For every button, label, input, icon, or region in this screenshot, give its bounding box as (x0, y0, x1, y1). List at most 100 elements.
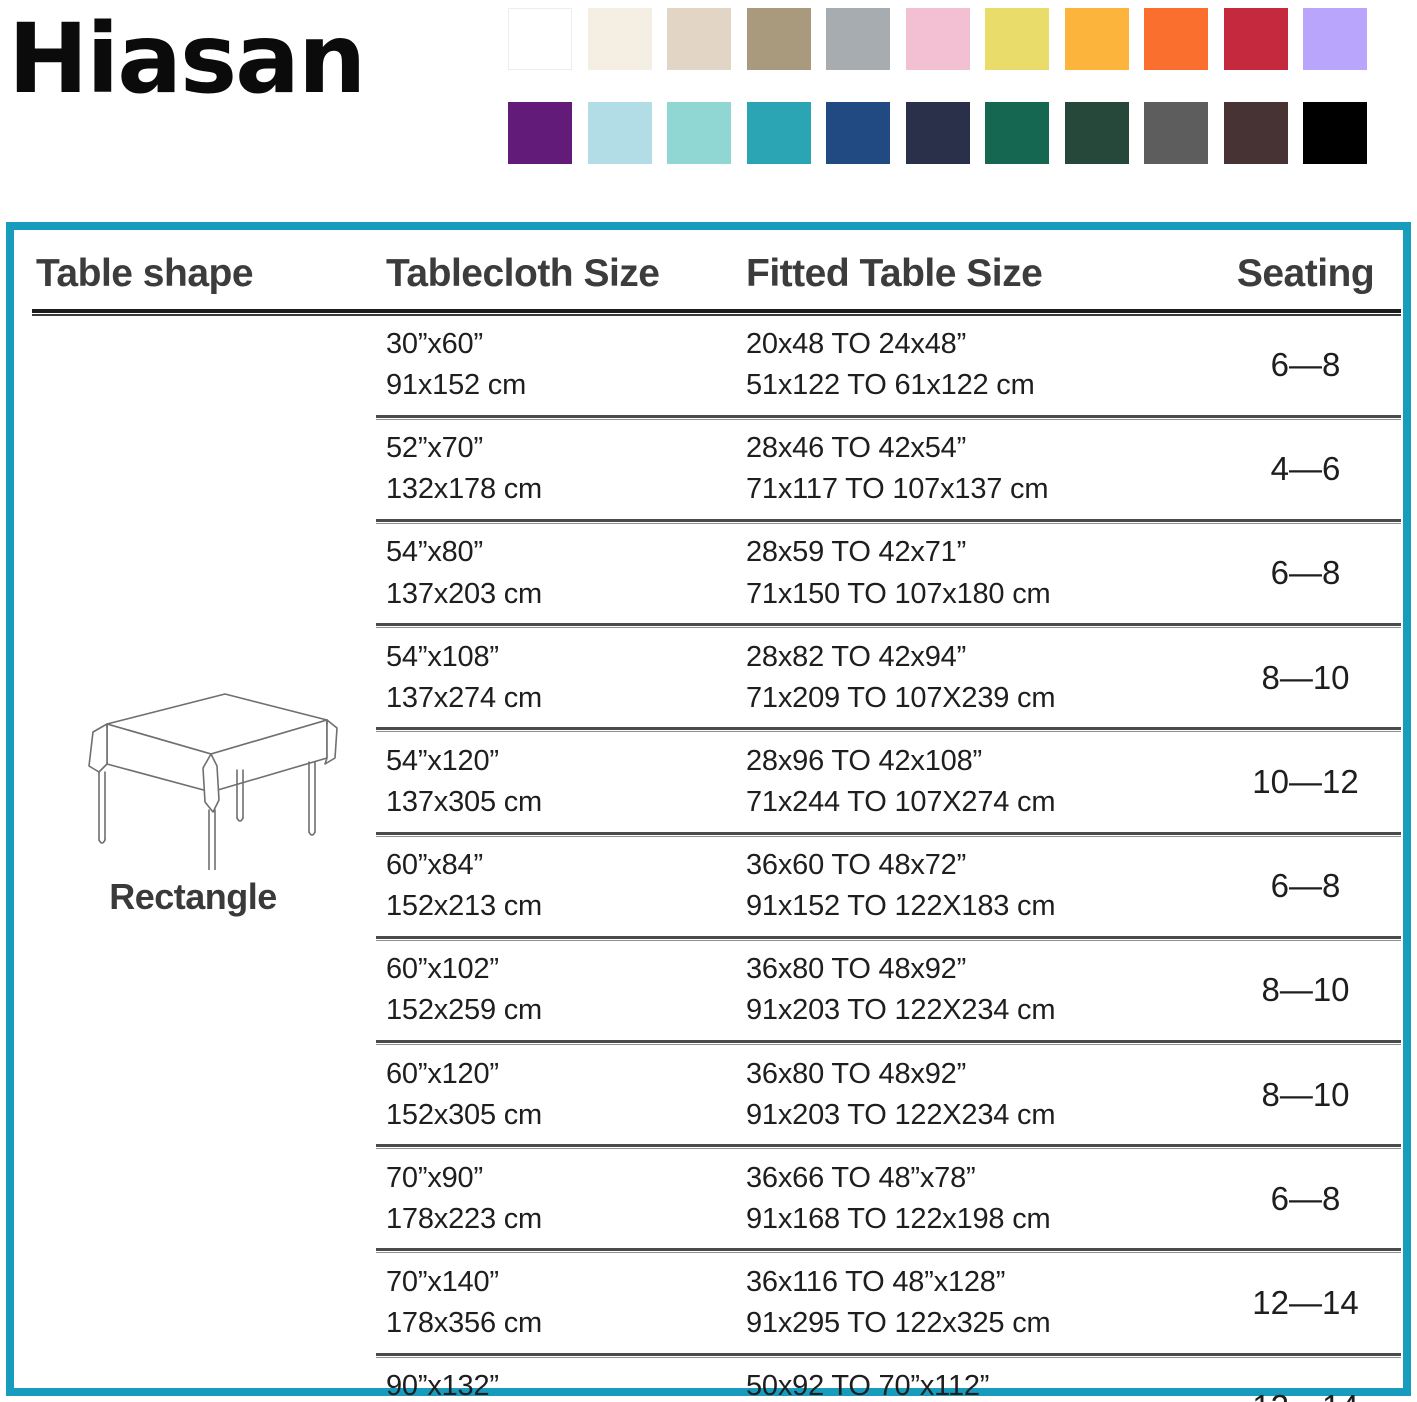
column-header-fitted-size: Fitted Table Size (746, 252, 1043, 295)
color-swatch-emerald[interactable] (985, 102, 1049, 164)
cell-tablecloth-size-inches: 60”x102” (386, 953, 499, 986)
color-swatch-forest-green[interactable] (1064, 102, 1129, 164)
color-swatch-red[interactable] (1223, 8, 1288, 70)
cell-fitted-table-size-inches: 28x46 TO 42x54” (746, 432, 967, 465)
cell-fitted-table-size-cm: 91x168 TO 122x198 cm (746, 1202, 1051, 1235)
color-swatch-lavender[interactable] (1303, 8, 1367, 70)
cell-tablecloth-size-cm: 152x259 cm (386, 994, 542, 1027)
cell-seating: 12—14 (1252, 1283, 1359, 1321)
row-divider-line (376, 623, 1401, 629)
row-divider (14, 1039, 1403, 1047)
color-swatch-teal[interactable] (746, 102, 811, 164)
cell-seating: 8—10 (1261, 658, 1350, 696)
cell-tablecloth-size-inches: 54”x108” (386, 640, 499, 673)
column-header-table-shape: Table shape (36, 252, 254, 295)
column-header-tablecloth-size: Tablecloth Size (386, 252, 660, 295)
row-divider (14, 934, 1403, 942)
color-swatch-grid (508, 8, 1383, 164)
color-swatch-purple[interactable] (508, 102, 572, 164)
color-swatch-gray[interactable] (826, 8, 890, 70)
cell-tablecloth-size-inches: 52”x70” (386, 432, 483, 465)
table-row: 54”x120” 137x305 cm 28x96 TO 42x108” 71x244… (14, 734, 1403, 830)
row-divider-line (376, 518, 1401, 524)
cell-seating: 6—8 (1270, 1179, 1341, 1217)
color-swatch-dark-gray[interactable] (1144, 102, 1208, 164)
cell-tablecloth-size: 30”x60” 91x152 cm (376, 317, 738, 413)
table-row: 30”x60” 91x152 cm 20x48 TO 24x48” 51x122 TO… (14, 317, 1403, 413)
cell-fitted-table-size: 50x92 TO 70”x112”91x244 TO 122x274 cm (738, 1359, 1208, 1402)
table-row: 54”x108” 137x274 cm 28x82 TO 42x94” 71x209 … (14, 630, 1403, 726)
row-divider-spacer (14, 622, 376, 630)
table-header: Table shape Tablecloth Size Fitted Table… (14, 230, 1403, 317)
cell-fitted-table-size-inches: 36x116 TO 48”x128” (746, 1265, 1006, 1298)
color-swatch-dark-brown[interactable] (1223, 102, 1288, 164)
cell-tablecloth-size: 54”x120” 137x305 cm (376, 734, 738, 830)
cell-seating: 12—14 (1208, 1359, 1403, 1402)
row-divider-line (376, 831, 1401, 837)
color-swatch-navy-blue[interactable] (826, 102, 890, 164)
row-divider (14, 1143, 1403, 1151)
cell-tablecloth-size: 60”x102” 152x259 cm (376, 942, 738, 1038)
cell-seating: 4—6 (1270, 450, 1341, 488)
cell-tablecloth-size-inches: 60”x120” (386, 1057, 499, 1090)
row-divider (14, 622, 1403, 630)
cell-fitted-table-size: 28x59 TO 42x71” 71x150 TO 107x180 cm (738, 525, 1208, 621)
cell-tablecloth-size-cm: 137x274 cm (386, 681, 542, 714)
cell-table-shape (14, 317, 376, 413)
color-swatch-aqua[interactable] (667, 102, 731, 164)
color-swatch-white[interactable] (508, 8, 572, 70)
color-swatch-taupe[interactable] (746, 8, 811, 70)
cell-fitted-table-size: 28x46 TO 42x54” 71x117 TO 107x137 cm (738, 421, 1208, 517)
cell-tablecloth-size-cm: 137x305 cm (386, 785, 542, 818)
cell-tablecloth-size: 70”x90” 178x223 cm (376, 1151, 738, 1247)
table-row: 60”x84” 152x213 cm 36x60 TO 48x72” 91x152 T… (14, 838, 1403, 934)
cell-tablecloth-size-cm: 152x305 cm (386, 1098, 542, 1131)
cell-fitted-table-size-cm: 71x244 TO 107X274 cm (746, 785, 1056, 818)
row-divider-line-cell (376, 830, 1403, 838)
color-swatch-marigold[interactable] (1064, 8, 1129, 70)
color-swatch-black[interactable] (1303, 102, 1367, 164)
cell-tablecloth-size-inches: 70”x90” (386, 1161, 483, 1194)
cell-seating: 8—10 (1261, 1075, 1350, 1113)
row-divider-spacer (14, 1351, 376, 1359)
cell-tablecloth-size: 90”x132”152x335 cm (376, 1359, 738, 1402)
row-divider-line (376, 727, 1401, 733)
size-chart-table: Table shape Tablecloth Size Fitted Table… (14, 230, 1403, 1402)
table-row: 60”x120” 152x305 cm 36x80 TO 48x92” 91x203 … (14, 1047, 1403, 1143)
color-swatch-orange[interactable] (1144, 8, 1208, 70)
brand-logo: Hiasan (8, 3, 366, 115)
color-swatch-ivory[interactable] (587, 8, 652, 70)
column-header-seating: Seating (1236, 252, 1375, 295)
table-shape-illustration-block: Rectangle (28, 680, 358, 918)
cell-fitted-table-size-cm: 91x152 TO 122X183 cm (746, 890, 1056, 923)
brand-header: Hiasan (0, 0, 1417, 200)
cell-fitted-table-size-cm: 91x203 TO 122X234 cm (746, 994, 1056, 1027)
row-divider-line-cell (376, 622, 1403, 630)
cell-tablecloth-size-cm: 152x213 cm (386, 890, 542, 923)
cell-tablecloth-size-cm: 137x203 cm (386, 577, 542, 610)
row-divider-line (376, 1040, 1401, 1046)
cell-fitted-table-size-cm: 91x295 TO 122x325 cm (746, 1307, 1051, 1340)
color-swatch-yellow[interactable] (985, 8, 1049, 70)
cell-tablecloth-size: 60”x120” 152x305 cm (376, 1047, 738, 1143)
table-row: 90”x132”152x335 cm50x92 TO 70”x112”91x24… (14, 1359, 1403, 1402)
row-divider-line-cell (376, 413, 1403, 421)
cell-seating: 10—12 (1252, 762, 1359, 800)
row-divider-line (376, 1248, 1401, 1254)
color-swatch-light-blue[interactable] (587, 102, 652, 164)
cell-table-shape (14, 525, 376, 621)
cell-fitted-table-size: 20x48 TO 24x48” 51x122 TO 61x122 cm (738, 317, 1208, 413)
row-divider-line (376, 414, 1401, 420)
row-divider-spacer (14, 1143, 376, 1151)
cell-tablecloth-size-inches: 70”x140” (386, 1265, 499, 1298)
row-divider (14, 413, 1403, 421)
row-divider-spacer (14, 934, 376, 942)
cell-fitted-table-size-cm: 71x209 TO 107X239 cm (746, 681, 1056, 714)
color-swatch-dark-navy[interactable] (905, 102, 970, 164)
color-swatch-beige[interactable] (667, 8, 731, 70)
cell-tablecloth-size-inches: 60”x84” (386, 849, 483, 882)
table-shape-label: Rectangle (109, 876, 277, 917)
color-swatch-pink[interactable] (905, 8, 970, 70)
cell-tablecloth-size: 52”x70” 132x178 cm (376, 421, 738, 517)
